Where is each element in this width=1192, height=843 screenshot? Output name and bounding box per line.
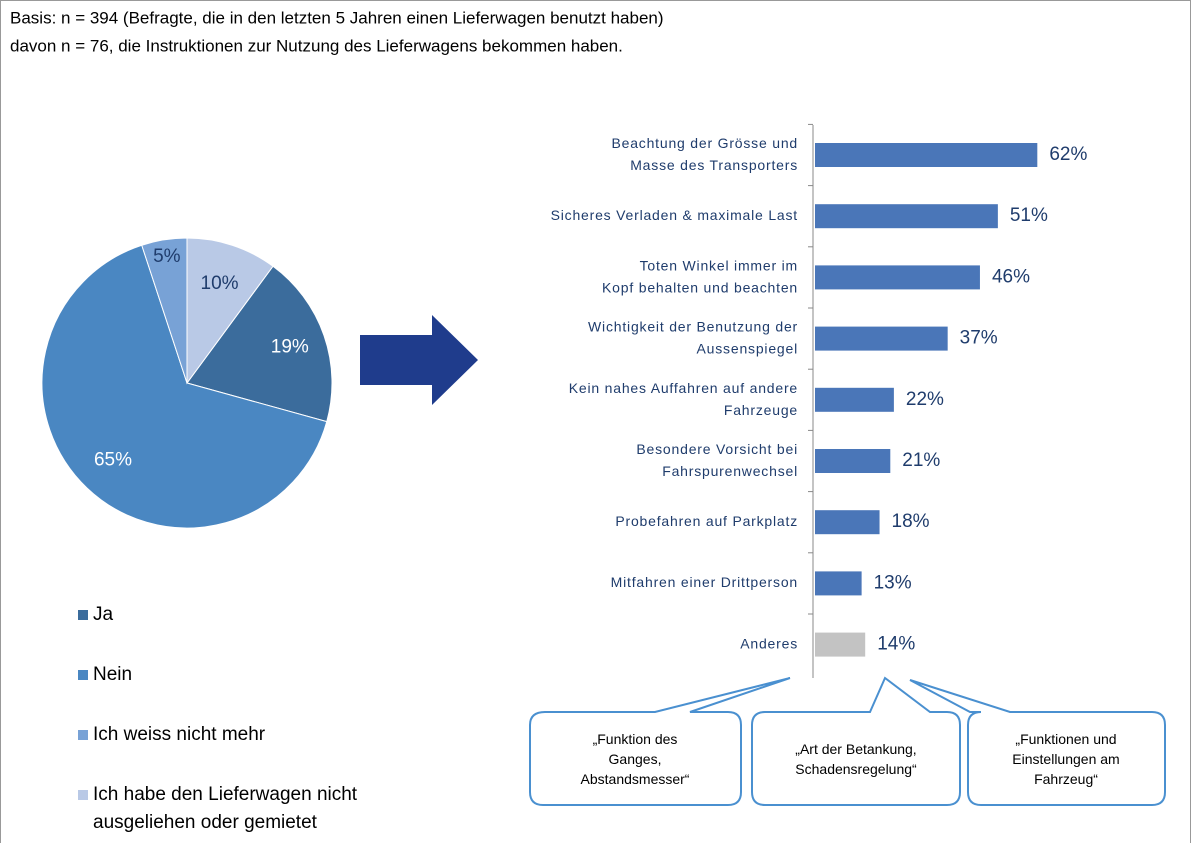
bar bbox=[815, 265, 980, 290]
bar bbox=[815, 632, 866, 657]
category-label: Mitfahren einer Drittperson bbox=[611, 574, 798, 590]
bar bbox=[815, 326, 948, 351]
legend-label: Ja bbox=[93, 604, 114, 625]
bar-label: 46% bbox=[992, 266, 1030, 287]
slice-label: 10% bbox=[201, 273, 239, 294]
bar-label: 21% bbox=[902, 450, 940, 471]
bar bbox=[815, 449, 891, 473]
callout-box bbox=[529, 677, 791, 806]
callout-text: „Funktionen und Einstellungen am Fahrzeug“ bbox=[1012, 731, 1119, 787]
bar-label: 37% bbox=[960, 328, 998, 349]
slice-label: 5% bbox=[153, 246, 181, 267]
slice-label: 65% bbox=[94, 450, 132, 471]
callout-shapes bbox=[529, 676, 1166, 806]
legend-swatch bbox=[78, 730, 88, 740]
category-label: Sicheres Verladen & maximale Last bbox=[551, 207, 798, 223]
callout-box bbox=[909, 679, 1166, 806]
slice-label: 19% bbox=[271, 336, 309, 357]
pie-slice bbox=[186, 237, 274, 385]
bar-label: 51% bbox=[1010, 205, 1048, 226]
arrow bbox=[360, 315, 478, 405]
legend-swatch bbox=[78, 670, 88, 680]
category-label: Kein nahes Auffahren auf andere Fahrzeuge bbox=[569, 380, 798, 418]
category-label: Anderes bbox=[740, 635, 798, 651]
bar bbox=[815, 510, 880, 535]
bar-label: 14% bbox=[877, 634, 915, 655]
legend-swatch bbox=[78, 610, 88, 620]
legend-swatch bbox=[78, 790, 88, 800]
bar-label: 62% bbox=[1049, 144, 1087, 165]
category-label: Toten Winkel immer im Kopf behalten und b… bbox=[602, 257, 798, 295]
category-label: Probefahren auf Parkplatz bbox=[615, 513, 798, 529]
legend-label: Nein bbox=[93, 664, 132, 685]
bar bbox=[815, 204, 998, 229]
pie-slice bbox=[186, 265, 333, 423]
category-label: Beachtung der Grösse und Masse des Transp… bbox=[611, 135, 798, 173]
header-line: davon n = 76, die Instruktionen zur Nutz… bbox=[10, 36, 623, 55]
category-label: Wichtigkeit der Benutzung der Aussenspieg… bbox=[588, 318, 798, 356]
category-label: Besondere Vorsicht bei Fahrspurenwechsel bbox=[636, 441, 798, 479]
bar-label: 22% bbox=[906, 389, 944, 410]
bar bbox=[815, 387, 894, 412]
callout-box bbox=[751, 676, 961, 806]
bar bbox=[815, 143, 1038, 167]
bar-label: 13% bbox=[874, 572, 912, 593]
bar bbox=[815, 571, 862, 596]
callout-text: „Funktion des Ganges, Abstandsmesser“ bbox=[581, 731, 690, 787]
legend-label: Ich habe den Lieferwagen nicht ausgeliehe… bbox=[93, 784, 358, 833]
bar-label: 18% bbox=[892, 511, 930, 532]
legend-label: Ich weiss nicht mehr bbox=[93, 724, 266, 745]
header-line: Basis: n = 394 (Befragte, die in den let… bbox=[10, 8, 664, 27]
pie-slice bbox=[41, 244, 328, 529]
callout-text: „Art der Betankung, Schadensregelung“ bbox=[795, 741, 917, 777]
